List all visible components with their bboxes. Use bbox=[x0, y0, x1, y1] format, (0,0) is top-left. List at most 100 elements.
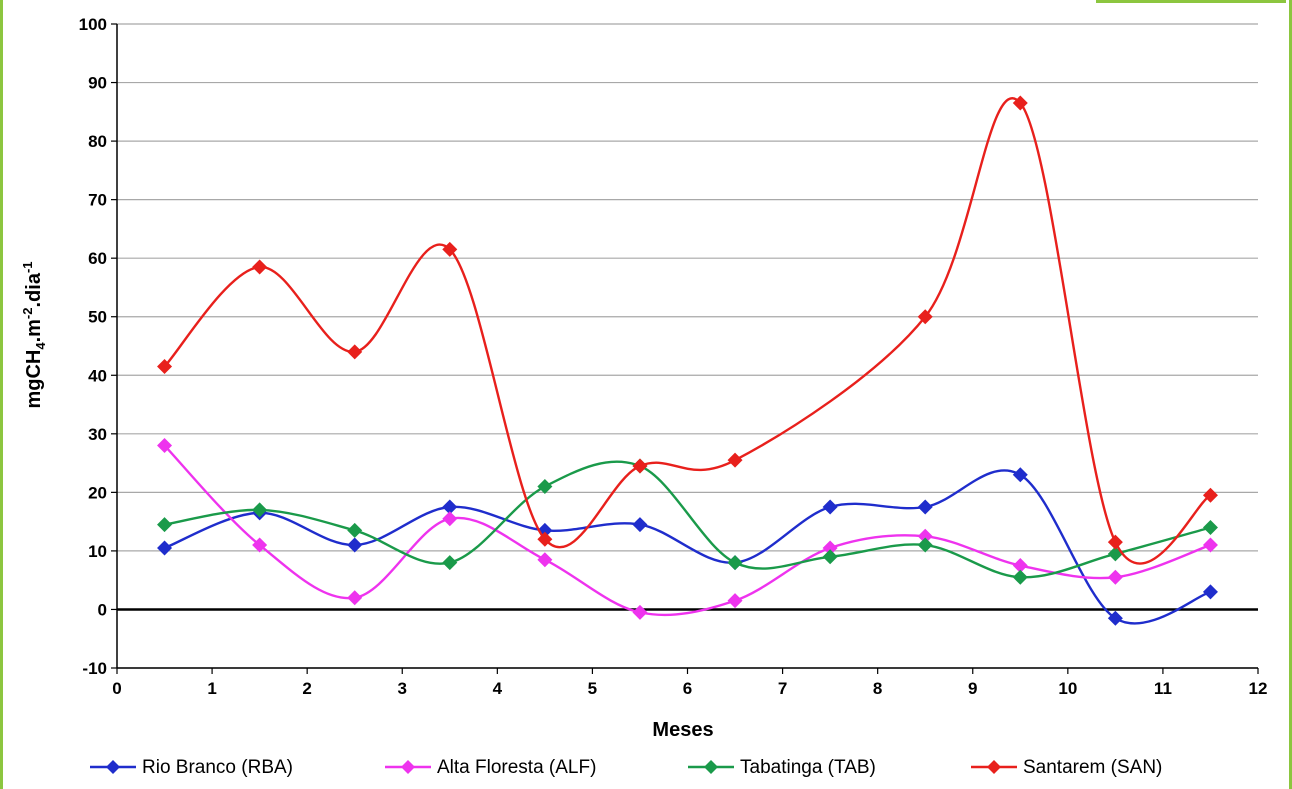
legend-label: Santarem (SAN) bbox=[1023, 757, 1162, 778]
y-tick-labels: -10 0 10 20 30 40 50 60 70 80 90 100 bbox=[79, 15, 107, 678]
data-point bbox=[442, 511, 458, 527]
data-point bbox=[917, 309, 933, 325]
x-tick-label: 4 bbox=[493, 679, 503, 698]
data-point bbox=[917, 528, 933, 544]
legend-item: Rio Branco (RBA) bbox=[90, 757, 293, 778]
data-point bbox=[1012, 95, 1028, 111]
data-point bbox=[1012, 569, 1028, 585]
y-axis-label-sub: 4 bbox=[33, 342, 48, 350]
x-tick-label: 12 bbox=[1249, 679, 1268, 698]
data-point bbox=[252, 537, 268, 553]
data-point bbox=[157, 438, 173, 454]
legend-swatch-marker bbox=[401, 760, 415, 774]
data-point bbox=[917, 499, 933, 515]
data-point bbox=[632, 517, 648, 533]
x-tick-label: 2 bbox=[302, 679, 311, 698]
data-point bbox=[1107, 569, 1123, 585]
y-tick-label: 50 bbox=[88, 308, 107, 327]
x-tick-label: 1 bbox=[207, 679, 216, 698]
legend-swatch-marker bbox=[106, 760, 120, 774]
x-tick-label: 7 bbox=[778, 679, 787, 698]
data-point bbox=[1202, 584, 1218, 600]
data-point bbox=[347, 344, 363, 360]
legend-label: Alta Floresta (ALF) bbox=[437, 757, 596, 778]
y-tick-label: 10 bbox=[88, 542, 107, 561]
y-tick-label: 20 bbox=[88, 483, 107, 502]
y-tick-label: 80 bbox=[88, 132, 107, 151]
data-point bbox=[442, 555, 458, 571]
data-point bbox=[157, 517, 173, 533]
y-tick-label: 0 bbox=[98, 600, 107, 619]
y-tick-label: -10 bbox=[82, 659, 107, 678]
x-tick-label: 10 bbox=[1058, 679, 1077, 698]
data-point bbox=[157, 540, 173, 556]
y-tick-label: 40 bbox=[88, 366, 107, 385]
legend-label: Rio Branco (RBA) bbox=[142, 757, 293, 778]
y-tick-label: 90 bbox=[88, 74, 107, 93]
x-tick-label: 9 bbox=[968, 679, 977, 698]
data-point bbox=[347, 522, 363, 538]
y-tick-label: 30 bbox=[88, 425, 107, 444]
data-point bbox=[1012, 467, 1028, 483]
y-axis-label-sup2: -1 bbox=[20, 261, 35, 273]
y-tick-label: 70 bbox=[88, 191, 107, 210]
y-axis-label-mid: .m bbox=[23, 319, 45, 342]
data-point bbox=[822, 499, 838, 515]
data-point bbox=[1202, 519, 1218, 535]
data-point bbox=[727, 452, 743, 468]
data-point bbox=[822, 549, 838, 565]
data-point bbox=[632, 604, 648, 620]
x-tick-label: 6 bbox=[683, 679, 692, 698]
y-axis-label-base: mgCH bbox=[23, 350, 45, 409]
y-axis-label-sup1: -2 bbox=[20, 307, 35, 319]
data-point bbox=[157, 358, 173, 374]
data-point bbox=[347, 537, 363, 553]
x-axis-label: Meses bbox=[652, 719, 713, 741]
data-point bbox=[1107, 610, 1123, 626]
x-tick-label: 11 bbox=[1154, 679, 1172, 698]
series-group bbox=[157, 95, 1218, 626]
x-tick-label: 8 bbox=[873, 679, 882, 698]
data-point bbox=[537, 552, 553, 568]
x-tick-label: 5 bbox=[588, 679, 597, 698]
x-tick-label: 3 bbox=[398, 679, 407, 698]
data-point bbox=[442, 241, 458, 257]
y-axis-label-tail: .dia bbox=[23, 272, 45, 307]
series-tabatinga-tab bbox=[157, 458, 1218, 585]
data-point bbox=[1202, 537, 1218, 553]
data-point bbox=[1202, 487, 1218, 503]
data-point bbox=[727, 593, 743, 609]
data-point bbox=[1107, 534, 1123, 550]
data-point bbox=[632, 458, 648, 474]
data-point bbox=[442, 499, 458, 515]
series-alta-floresta-alf bbox=[157, 438, 1218, 620]
legend: Rio Branco (RBA) Alta Floresta (ALF) Tabat… bbox=[90, 757, 1162, 778]
axes bbox=[116, 24, 1259, 674]
legend-item: Tabatinga (TAB) bbox=[688, 757, 876, 778]
gridlines bbox=[111, 23, 1258, 669]
legend-swatch-marker bbox=[987, 760, 1001, 774]
y-axis-label: mgCH4.m-2.dia-1 bbox=[20, 261, 48, 408]
legend-label: Tabatinga (TAB) bbox=[740, 757, 876, 778]
series-line bbox=[164, 469, 1211, 625]
series-rio-branco-rba bbox=[157, 467, 1218, 626]
data-point bbox=[1012, 558, 1028, 574]
data-point bbox=[727, 555, 743, 571]
series-line bbox=[163, 444, 1211, 617]
data-point bbox=[537, 479, 553, 495]
x-tick-labels: 0 1 2 3 4 5 6 7 8 9 10 11 12 bbox=[112, 679, 1267, 698]
data-point bbox=[252, 502, 268, 518]
series-line bbox=[163, 97, 1212, 565]
frame-accent bbox=[1096, 0, 1286, 3]
data-point bbox=[822, 540, 838, 556]
legend-item: Alta Floresta (ALF) bbox=[385, 757, 596, 778]
data-point bbox=[252, 259, 268, 275]
data-point bbox=[917, 537, 933, 553]
data-point bbox=[537, 531, 553, 547]
y-tick-label: 60 bbox=[88, 249, 107, 268]
data-point bbox=[347, 590, 363, 606]
x-tick-label: 0 bbox=[112, 679, 121, 698]
legend-item: Santarem (SAN) bbox=[971, 757, 1162, 778]
